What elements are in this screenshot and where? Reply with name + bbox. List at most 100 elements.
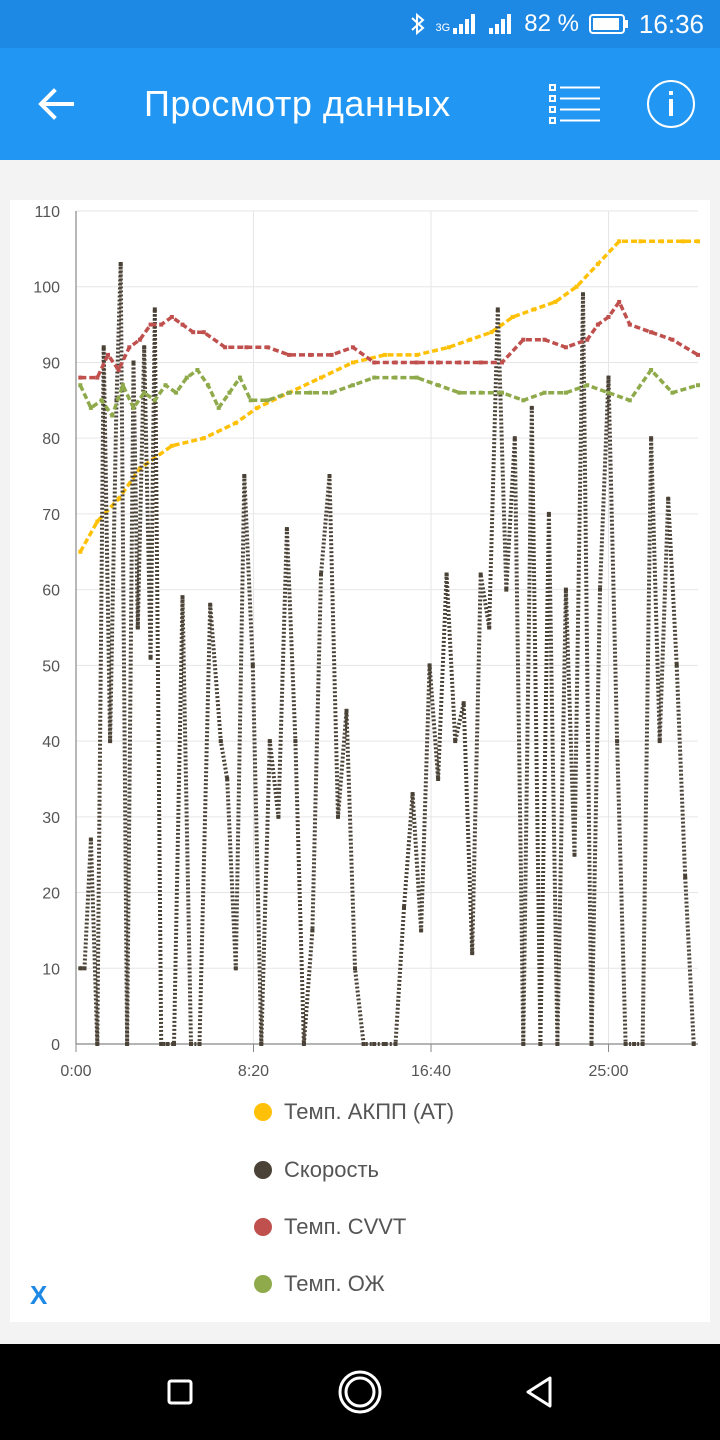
- back-button[interactable]: [30, 78, 82, 130]
- nav-bar: [0, 1344, 720, 1440]
- info-button[interactable]: [646, 79, 696, 129]
- status-bar: 3G 82 % 16:36: [0, 0, 720, 48]
- series-point: [372, 375, 377, 380]
- series-point: [393, 360, 398, 365]
- series-point: [259, 1042, 264, 1046]
- series-point: [78, 549, 83, 554]
- series-point: [195, 368, 200, 372]
- series-line-1: [80, 262, 696, 1046]
- series-point: [169, 443, 174, 448]
- series-point: [101, 345, 106, 350]
- series-point: [180, 595, 185, 600]
- legend-dot-coolant-temp: [254, 1275, 272, 1293]
- series-point: [95, 519, 100, 524]
- series-point: [319, 572, 323, 577]
- y-tick-label: 50: [42, 658, 60, 675]
- series-point: [436, 360, 441, 365]
- series-point: [410, 792, 415, 797]
- legend-item-coolant-temp[interactable]: Темп. ОЖ: [254, 1264, 554, 1304]
- series-point: [512, 436, 517, 441]
- series-point: [574, 284, 579, 289]
- series-point: [414, 352, 419, 357]
- series-point: [640, 1042, 645, 1046]
- list-button[interactable]: [548, 82, 602, 128]
- series-point: [191, 330, 196, 335]
- legend-item-cvvt-temp[interactable]: Темп. CVVT: [254, 1207, 554, 1247]
- battery-icon: [588, 13, 629, 35]
- series-point: [615, 739, 620, 744]
- series-point: [478, 572, 483, 577]
- arrow-left-icon: [38, 88, 74, 120]
- series-point: [563, 345, 568, 350]
- series-point: [478, 390, 483, 395]
- series-point: [666, 496, 671, 501]
- legend-label-coolant-temp: Темп. ОЖ: [284, 1271, 385, 1296]
- series-point: [120, 383, 125, 388]
- back-nav-button[interactable]: [516, 1368, 564, 1416]
- series-point: [585, 337, 590, 342]
- grid: [75, 210, 698, 1045]
- series-point: [657, 739, 662, 744]
- legend-dot-at-temp: [254, 1103, 272, 1121]
- close-button[interactable]: X: [30, 1280, 48, 1310]
- series-point: [542, 337, 547, 342]
- series-point: [242, 474, 247, 478]
- series-point: [238, 375, 242, 380]
- series-point: [255, 405, 260, 410]
- series-lines: [78, 239, 700, 1046]
- series-point: [152, 398, 157, 403]
- series-point: [218, 739, 223, 744]
- legend-item-at-temp[interactable]: Темп. АКПП (AT): [254, 1092, 554, 1132]
- series-point: [95, 1042, 100, 1046]
- series-point: [495, 307, 500, 312]
- series-point: [627, 322, 632, 327]
- circle-home-icon: [338, 1370, 382, 1414]
- series-point: [127, 345, 132, 350]
- app-bar: Просмотр данных: [0, 48, 720, 160]
- series-point: [276, 814, 281, 819]
- legend-dot-cvvt-temp: [254, 1218, 272, 1236]
- y-tick-label: 40: [42, 734, 60, 751]
- home-button[interactable]: [336, 1368, 384, 1416]
- square-recents-icon: [167, 1379, 193, 1405]
- line-chart[interactable]: 0 10 20 30 40 50 60 70 80 90 100 110 0:00 8:20 16:40 25…: [10, 200, 710, 1080]
- series-point: [265, 398, 270, 403]
- info-icon: [647, 80, 695, 128]
- series-point: [487, 625, 492, 630]
- series-point: [427, 663, 432, 668]
- series-point: [248, 398, 253, 403]
- series-point: [180, 322, 185, 327]
- series-point: [308, 390, 313, 395]
- recents-button[interactable]: [156, 1368, 204, 1416]
- chart-card: 0 10 20 30 40 50 60 70 80 90 100 110 0:00 8:20 16:40 25…: [10, 200, 710, 1322]
- series-point: [461, 701, 466, 706]
- series-point: [99, 398, 104, 403]
- series-point: [446, 345, 451, 350]
- series-point: [529, 405, 534, 410]
- series-point: [172, 1042, 176, 1046]
- series-point: [589, 1042, 594, 1046]
- series-point: [623, 1042, 628, 1046]
- legend-label-at-temp: Темп. АКПП (AT): [284, 1099, 455, 1124]
- series-point: [504, 587, 509, 592]
- series-point: [137, 337, 142, 342]
- series-point: [598, 587, 602, 592]
- series-point: [208, 602, 213, 607]
- status-icons: 3G 82 % 16:36: [410, 0, 704, 48]
- series-point: [353, 966, 357, 971]
- legend-item-speed[interactable]: Скорость: [254, 1150, 554, 1190]
- series-line-2: [80, 300, 699, 380]
- series-point: [148, 322, 153, 327]
- series-point: [478, 360, 483, 365]
- series-point: [436, 777, 441, 781]
- series-point: [78, 383, 83, 388]
- series-point: [606, 315, 611, 319]
- series-point: [125, 1042, 130, 1046]
- triangle-back-icon: [526, 1376, 552, 1408]
- x-tick-label: 25:00: [589, 1063, 629, 1080]
- series-point: [227, 390, 232, 395]
- series-point: [201, 436, 206, 441]
- series-point: [216, 405, 221, 410]
- series-point: [468, 337, 473, 342]
- series-point: [116, 368, 121, 372]
